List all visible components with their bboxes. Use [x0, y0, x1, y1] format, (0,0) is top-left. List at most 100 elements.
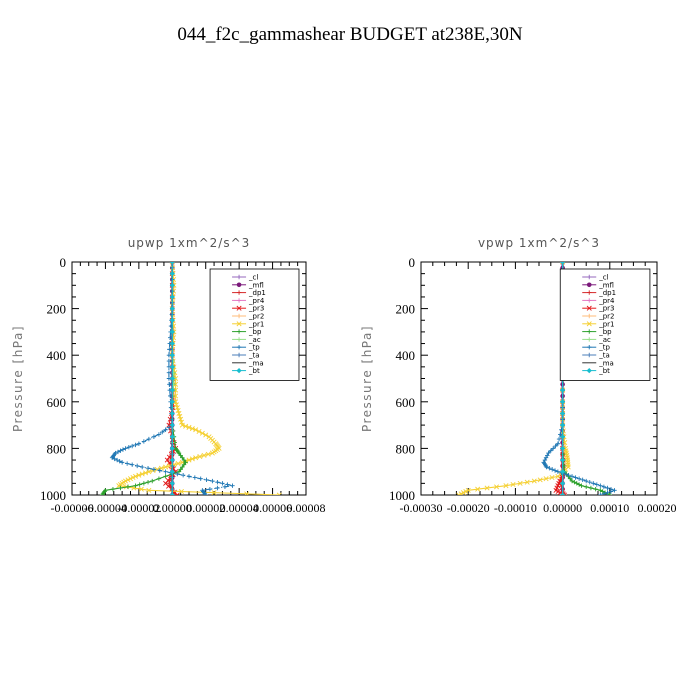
series-marker — [199, 430, 205, 436]
series-marker — [560, 387, 566, 393]
legend-label: _ma — [598, 359, 614, 367]
series-marker — [176, 410, 182, 416]
series-marker — [169, 422, 175, 428]
series-marker — [166, 370, 172, 375]
series-marker — [109, 455, 115, 460]
y-axis-label: Pressure [hPa] — [360, 325, 374, 432]
series-marker — [180, 464, 185, 470]
series-marker — [587, 290, 592, 295]
legend-label: _pr4 — [598, 297, 615, 305]
series-marker — [193, 427, 199, 433]
series-marker — [205, 451, 211, 457]
legend — [209, 268, 300, 381]
x-tick-label: -0.00010 — [494, 501, 537, 515]
legend-label: _ac — [248, 336, 261, 344]
series-marker — [225, 482, 230, 487]
series-marker — [115, 449, 121, 455]
series-marker — [203, 492, 208, 495]
series-marker — [127, 476, 134, 482]
series-marker — [560, 434, 566, 440]
x-tick-label: 0.00020 — [638, 501, 677, 515]
series-marker — [524, 479, 530, 485]
series-marker — [475, 486, 481, 492]
series-marker — [132, 473, 139, 479]
panel-upwp: upwp 1xm^2/s^3 Pressure [hPa] 0 200 400 600 80… — [11, 236, 326, 515]
series-marker — [151, 467, 157, 472]
series-marker — [573, 475, 578, 480]
series-marker — [198, 476, 203, 481]
series-marker — [125, 477, 131, 483]
series-marker — [169, 306, 175, 312]
series-marker — [584, 484, 589, 490]
chart-title: vpwp 1xm^2/s^3 — [478, 236, 600, 250]
series-marker — [178, 488, 184, 495]
series-marker — [587, 337, 592, 342]
series-marker — [145, 479, 151, 485]
series-marker — [156, 476, 162, 481]
series-marker — [545, 453, 550, 458]
y-tick-label: 800 — [396, 441, 416, 456]
series-marker — [550, 467, 555, 472]
legend-label: _ma — [248, 359, 264, 367]
series-marker — [175, 461, 181, 467]
series-marker — [580, 477, 585, 483]
series-marker — [560, 410, 566, 417]
series-marker — [543, 455, 549, 460]
series-marker — [169, 387, 175, 393]
series-marker — [163, 427, 168, 432]
x-tick-label: -0.00002 — [117, 501, 160, 515]
series-marker — [605, 490, 610, 495]
series-marker — [211, 490, 217, 495]
series-marker — [576, 482, 582, 487]
legend-label: _pr2 — [598, 313, 614, 321]
legend-label: _bp — [248, 328, 262, 336]
series-marker — [586, 321, 592, 327]
series-marker — [550, 446, 556, 451]
legend-label: _ta — [248, 352, 260, 360]
series-marker — [138, 486, 144, 492]
series-marker — [567, 476, 573, 481]
series-marker — [167, 393, 173, 399]
series-marker — [586, 305, 592, 311]
series-marker — [133, 483, 138, 488]
series-marker — [598, 492, 603, 495]
series-marker — [546, 450, 551, 456]
series-marker — [126, 445, 132, 450]
series-marker — [601, 484, 607, 490]
legend — [559, 268, 651, 381]
figure-title: 044_f2c_gammashear BUDGET at238E,30N — [177, 24, 523, 45]
y-tick-label: 200 — [396, 302, 416, 317]
series-marker — [169, 262, 175, 265]
series-marker — [196, 428, 202, 435]
legend-label: _cl — [248, 274, 258, 282]
series-marker — [173, 387, 179, 393]
series-marker — [178, 453, 183, 458]
legend-label: _dp1 — [598, 289, 616, 297]
series-marker — [236, 313, 242, 319]
series-marker — [601, 491, 607, 495]
legend-label: _pr1 — [598, 320, 614, 328]
series-marker — [169, 410, 175, 417]
series-marker — [236, 305, 242, 311]
series-marker — [560, 262, 566, 265]
series-marker — [552, 468, 558, 473]
series-marker — [608, 489, 614, 494]
series-marker — [584, 478, 589, 484]
series-marker — [202, 491, 208, 495]
series-marker — [174, 405, 180, 411]
series-marker — [276, 492, 282, 495]
y-tick-label: 1000 — [40, 488, 66, 503]
legend-label: _pr1 — [248, 320, 264, 328]
series-marker — [129, 462, 135, 467]
series-marker — [607, 492, 612, 495]
series-marker — [181, 457, 187, 463]
series-marker — [186, 457, 192, 463]
series-marker — [598, 488, 603, 493]
x-tick-label: 0.00006 — [253, 501, 292, 515]
series-marker — [167, 347, 172, 352]
series-marker — [569, 474, 575, 479]
series-marker — [166, 454, 172, 460]
series-marker — [587, 313, 592, 319]
series-marker — [207, 486, 213, 492]
series-marker — [203, 432, 209, 438]
